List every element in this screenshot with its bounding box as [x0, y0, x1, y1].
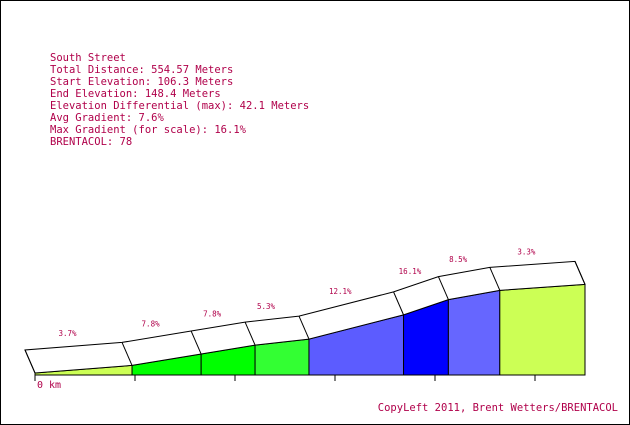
info-line-5: Avg Gradient: 7.6%	[50, 112, 164, 124]
gradient-label-6: 8.5%	[449, 255, 468, 264]
gradient-label-0: 3.7%	[58, 329, 77, 338]
gradient-label-1: 7.8%	[142, 320, 161, 329]
gradient-label-3: 5.3%	[257, 302, 276, 311]
ribbon-divider-2	[190, 330, 202, 355]
gradient-label-7: 3.3%	[517, 247, 536, 256]
ribbon-divider-3	[244, 321, 256, 346]
ribbon-divider-0	[24, 349, 36, 374]
segment-fill-6	[447, 289, 501, 376]
road-ribbon	[24, 260, 586, 374]
info-line-7: BRENTACOL: 78	[50, 136, 132, 148]
x-axis-ticks	[34, 375, 536, 381]
gradient-labels: 3.7% 7.8% 7.8% 5.3% 12.1% 16.1% 8.5% 3.3%	[58, 247, 535, 338]
gradient-label-2: 7.8%	[203, 310, 222, 319]
segment-fills	[34, 283, 586, 376]
info-line-2: Start Elevation: 106.3 Meters	[50, 76, 233, 88]
info-line-0: South Street	[50, 52, 126, 64]
info-line-4: Elevation Differential (max): 42.1 Meter…	[50, 100, 309, 112]
gradient-label-4: 12.1%	[329, 287, 352, 296]
ribbon-divider-6	[437, 276, 449, 300]
ribbon-divider-4	[298, 315, 310, 340]
ribbon-divider-7	[489, 267, 501, 291]
info-line-3: End Elevation: 148.4 Meters	[50, 88, 221, 100]
segment-fill-7	[499, 283, 586, 376]
info-line-6: Max Gradient (for scale): 16.1%	[50, 124, 247, 136]
ribbon-divider-1	[121, 342, 133, 366]
ribbon-divider-8	[574, 261, 586, 285]
info-line-1: Total Distance: 554.57 Meters	[50, 64, 233, 76]
x-tick-label-0: 0 km	[37, 380, 61, 391]
copyright-credit: CopyLeft 2011, Brent Wetters/BRENTACOL	[378, 402, 618, 414]
gradient-label-5: 16.1%	[399, 267, 422, 276]
ribbon-divider-5	[393, 291, 405, 316]
